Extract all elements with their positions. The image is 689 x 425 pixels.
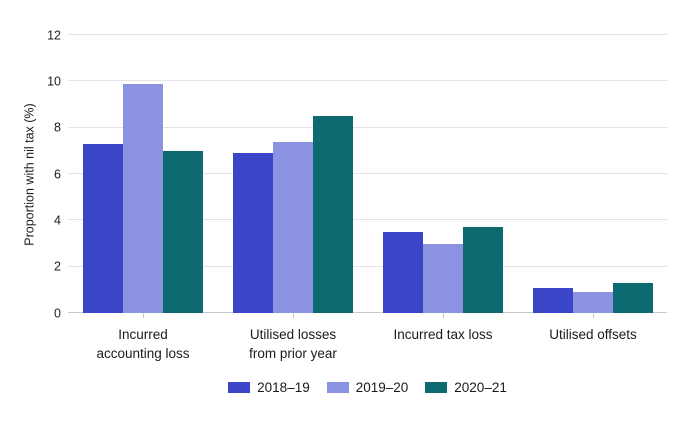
bar-group <box>368 35 518 313</box>
legend-swatch <box>228 382 251 394</box>
legend-label: 2020–21 <box>454 380 507 395</box>
bar <box>233 153 273 313</box>
y-tick-label: 2 <box>54 259 61 274</box>
bar-group <box>218 35 368 313</box>
bar <box>463 227 503 313</box>
legend-item: 2020–21 <box>425 381 507 395</box>
legend-swatch <box>326 382 349 394</box>
y-tick-label: 10 <box>47 74 61 89</box>
bar-group <box>68 35 218 313</box>
x-axis-line <box>68 312 667 313</box>
bar <box>313 116 353 313</box>
bar <box>83 143 123 313</box>
bar <box>613 282 653 313</box>
x-tick-mark <box>593 313 594 318</box>
x-axis-category-label: Utilised losses from prior year <box>249 327 337 361</box>
legend-item: 2019–20 <box>326 380 409 395</box>
gridline <box>68 219 667 221</box>
legend-item: 2018–19 <box>228 381 310 395</box>
gridline <box>68 265 667 267</box>
y-tick-label: 6 <box>54 166 61 181</box>
legend-swatch <box>425 382 448 394</box>
bar <box>573 292 613 313</box>
x-axis-category-label: Incurred accounting loss <box>96 327 190 361</box>
bar <box>273 141 313 313</box>
bar <box>533 287 573 313</box>
legend: 2018–19 2019–20 2020–21 <box>68 381 667 395</box>
gridline <box>68 173 667 174</box>
gridline <box>68 80 667 82</box>
bar <box>383 231 423 313</box>
bar <box>423 243 463 313</box>
x-tick-mark <box>143 313 144 318</box>
x-axis-labels: Incurred accounting loss Utilised losses … <box>68 325 667 369</box>
y-tick-label: 0 <box>54 305 61 320</box>
bar-group <box>518 35 668 313</box>
legend-label: 2019–20 <box>355 380 409 395</box>
bar <box>123 83 163 313</box>
gridline <box>68 34 667 35</box>
y-tick-label: 8 <box>54 120 61 135</box>
legend-label: 2018–19 <box>257 380 310 395</box>
y-tick-label: 4 <box>54 213 61 228</box>
bar <box>163 150 203 313</box>
x-axis-category-label: Utilised offsets <box>549 327 637 342</box>
x-tick-mark <box>293 313 294 318</box>
gridline <box>68 126 667 128</box>
x-tick-mark <box>443 313 444 318</box>
y-tick-label: 12 <box>47 27 61 42</box>
plot-area <box>68 34 668 318</box>
x-axis-category-label: Incurred tax loss <box>393 327 493 342</box>
y-axis-tick-labels: 0 2 4 6 8 10 12 <box>0 29 61 319</box>
